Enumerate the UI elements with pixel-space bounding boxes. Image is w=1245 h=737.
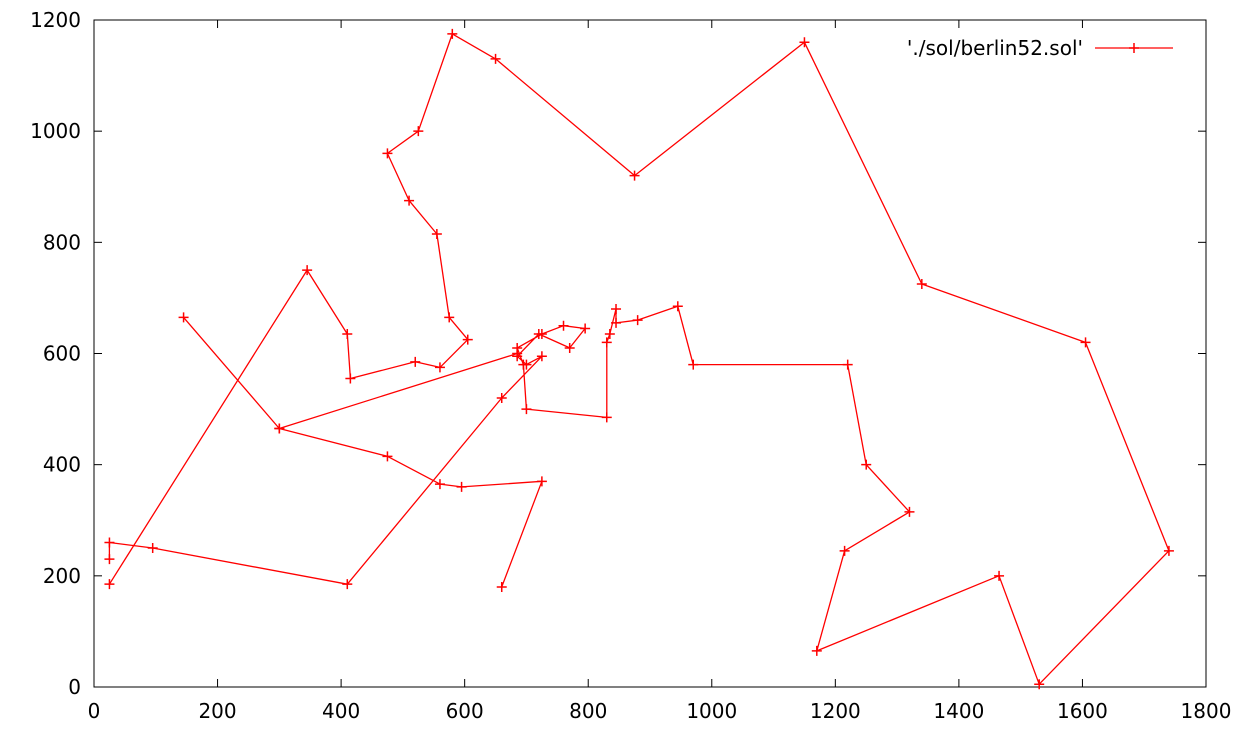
data-point	[302, 265, 313, 276]
data-point	[345, 373, 356, 384]
data-point	[799, 37, 810, 48]
data-point	[601, 337, 612, 348]
data-point	[521, 359, 532, 370]
x-tick-label: 1600	[1057, 699, 1108, 723]
data-point	[456, 481, 467, 492]
series-line-0	[108, 33, 1170, 685]
y-tick-label: 0	[68, 675, 81, 699]
data-point	[104, 537, 115, 548]
data-point	[382, 148, 393, 159]
data-point	[431, 228, 442, 239]
tick-labels: 0 200 400 600 800 1000 1200 1400 1600 1800 0 200 400…	[30, 8, 1231, 723]
legend: './sol/berlin52.sol'	[907, 36, 1173, 60]
data-point	[842, 359, 853, 370]
series-line-2	[279, 427, 543, 588]
x-tick-label: 0	[88, 699, 101, 723]
y-tick-label: 1000	[30, 119, 81, 143]
data-point	[611, 304, 622, 315]
y-tick-label: 800	[43, 230, 81, 254]
legend-label: './sol/berlin52.sol'	[907, 36, 1083, 60]
data-point	[811, 645, 822, 656]
y-tick-label: 200	[43, 564, 81, 588]
x-tick-label: 1800	[1181, 699, 1232, 723]
data-point	[382, 451, 393, 462]
data-point	[558, 320, 569, 331]
data-point	[672, 301, 683, 312]
data-point	[564, 342, 575, 353]
data-point	[580, 323, 591, 334]
data-point	[462, 334, 473, 345]
data-point	[1080, 337, 1091, 348]
data-point	[904, 506, 915, 517]
y-tick-label: 400	[43, 453, 81, 477]
x-tick-label: 1200	[810, 699, 861, 723]
data-point	[632, 315, 643, 326]
data-point	[861, 459, 872, 470]
legend-marker	[1129, 43, 1139, 53]
data-point	[447, 28, 458, 39]
data-point	[536, 351, 547, 362]
x-tick-label: 800	[569, 699, 607, 723]
data-point	[178, 312, 189, 323]
y-tick-label: 600	[43, 342, 81, 366]
data-point	[688, 359, 699, 370]
data-point	[994, 570, 1005, 581]
data-point	[1163, 545, 1174, 556]
data-point	[1034, 679, 1045, 690]
data-point	[147, 543, 158, 554]
data-point	[536, 476, 547, 487]
x-tick-label: 1000	[686, 699, 737, 723]
data-point	[342, 579, 353, 590]
y-tick-label: 1200	[30, 8, 81, 32]
data-point	[839, 545, 850, 556]
x-tick-label: 600	[446, 699, 484, 723]
x-tick-label: 1400	[933, 699, 984, 723]
data-point	[611, 317, 622, 328]
data-point	[434, 362, 445, 373]
data-point	[521, 404, 532, 415]
data-point	[444, 312, 455, 323]
data-point	[410, 356, 421, 367]
data-point	[434, 479, 445, 490]
data-point	[404, 195, 415, 206]
plot-area	[104, 28, 1174, 690]
plot-frame	[93, 19, 1207, 688]
data-point	[496, 392, 507, 403]
x-tick-label: 400	[322, 699, 360, 723]
data-point	[490, 53, 501, 64]
data-point	[104, 554, 115, 565]
x-tick-label: 200	[198, 699, 236, 723]
data-point	[274, 423, 285, 434]
data-point	[413, 126, 424, 137]
axes	[93, 19, 1207, 688]
data-point	[342, 329, 353, 340]
data-point	[496, 581, 507, 592]
data-point	[104, 579, 115, 590]
data-point	[604, 329, 615, 340]
data-point	[629, 170, 640, 181]
data-point	[916, 279, 927, 290]
data-point	[512, 348, 523, 359]
data-point	[533, 329, 544, 340]
data-point	[601, 412, 612, 423]
